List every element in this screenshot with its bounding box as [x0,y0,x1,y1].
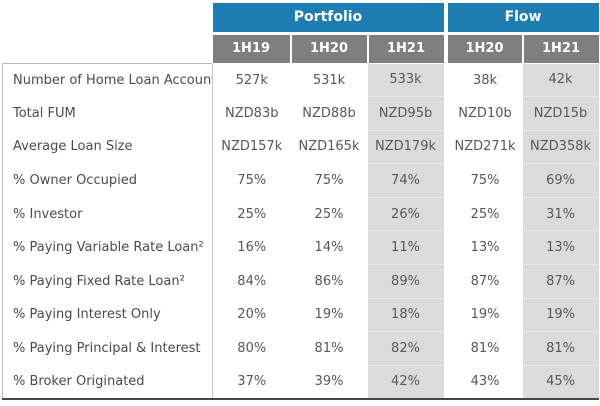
group-gap [443,331,448,366]
cell-portfolio-1h20: 75% [290,163,368,198]
corner-blank [2,33,213,63]
cell-portfolio-1h19: NZD157k [212,130,291,164]
cell-portfolio-1h21: 18% [367,297,444,332]
cell-portfolio-1h19: 75% [212,163,291,198]
column-header-flow-1h20: 1H20 [447,33,524,64]
cell-flow-1h21: 69% [522,163,599,198]
table-row: % Broker Originated 37% 39% 42% 43% 45% [2,364,599,400]
cell-flow-1h20: NZD271k [447,130,523,164]
cell-flow-1h21: 87% [522,264,599,299]
cell-portfolio-1h20: 531k [290,63,368,97]
column-header-portfolio-1h21: 1H21 [367,33,444,64]
cell-portfolio-1h21: NZD179k [367,129,444,164]
table-row: % Paying Interest Only 20% 19% 18% 19% 1… [2,297,599,332]
cell-portfolio-1h21: 42% [367,364,444,400]
cell-flow-1h21: 13% [522,230,599,265]
group-header-row: Portfolio Flow [2,3,599,35]
table-row: % Investor 25% 25% 26% 25% 31% [2,196,599,231]
cell-portfolio-1h20: 25% [290,197,368,231]
cell-flow-1h20: 13% [447,230,523,265]
cell-flow-1h20: 81% [447,331,523,366]
cell-flow-1h21: 45% [522,364,599,400]
row-label: % Owner Occupied [2,163,213,198]
cell-flow-1h21: 31% [522,196,599,231]
cell-portfolio-1h21: NZD95b [367,96,444,131]
cell-portfolio-1h20: 81% [290,331,368,366]
cell-portfolio-1h20: 14% [290,230,368,265]
table-row: % Paying Variable Rate Loan² 16% 14% 11%… [2,230,599,265]
cell-portfolio-1h19: 80% [212,331,291,366]
group-gap [443,230,448,265]
group-gap [443,130,448,164]
cell-portfolio-1h19: 527k [212,63,291,97]
row-label: % Paying Principal & Interest [2,331,213,366]
group-header-flow: Flow [447,3,599,35]
group-gap [443,264,448,299]
group-gap [443,96,448,131]
cell-portfolio-1h21: 89% [367,264,444,299]
group-gap [443,197,448,231]
cell-portfolio-1h19: 16% [212,230,291,265]
group-gap [443,163,448,198]
cell-portfolio-1h19: 84% [212,264,291,299]
cell-flow-1h21: NZD15b [522,96,599,131]
cell-portfolio-1h20: 19% [290,298,368,332]
cell-flow-1h21: 19% [522,297,599,332]
table-row: % Paying Principal & Interest 80% 81% 82… [2,331,599,366]
row-label: Number of Home Loan Accounts [2,62,213,97]
group-header-portfolio: Portfolio [212,3,444,35]
cell-portfolio-1h21: 11% [367,230,444,265]
column-header-portfolio-1h19: 1H19 [212,33,292,64]
table-body: Number of Home Loan Accounts 527k 531k 5… [2,62,599,400]
table-row: Number of Home Loan Accounts 527k 531k 5… [2,62,599,97]
column-header-flow-1h21: 1H21 [522,33,599,64]
row-label: Average Loan Size [2,130,213,164]
cell-portfolio-1h20: NZD165k [290,130,368,164]
row-label: % Investor [2,197,213,231]
table-row: Total FUM NZD83b NZD88b NZD95b NZD10b NZ… [2,96,599,131]
table-header: Portfolio Flow 1H19 1H20 1H21 1H20 1H21 [2,3,599,64]
cell-flow-1h20: 75% [447,163,523,198]
group-gap [443,365,448,400]
row-label: % Paying Interest Only [2,298,213,332]
cell-flow-1h20: 25% [447,197,523,231]
column-header-row: 1H19 1H20 1H21 1H20 1H21 [2,33,599,64]
group-gap [443,298,448,332]
cell-portfolio-1h21: 533k [367,63,444,97]
cell-portfolio-1h20: NZD88b [290,96,368,131]
row-label: % Paying Fixed Rate Loan² [2,264,213,299]
cell-flow-1h20: 87% [447,264,523,299]
cell-flow-1h20: 43% [447,365,523,400]
cell-flow-1h21: 42k [522,63,599,97]
row-label: % Paying Variable Rate Loan² [2,230,213,265]
group-gap [443,63,448,97]
cell-portfolio-1h20: 86% [290,264,368,299]
cell-flow-1h20: 38k [447,63,523,97]
group-gap [443,3,448,33]
cell-portfolio-1h21: 74% [367,163,444,198]
column-header-portfolio-1h20: 1H20 [290,33,369,64]
cell-portfolio-1h19: 25% [212,197,291,231]
table-row: % Paying Fixed Rate Loan² 84% 86% 89% 87… [2,264,599,299]
cell-portfolio-1h19: 37% [212,365,291,400]
cell-flow-1h20: NZD10b [447,96,523,131]
table-row: Average Loan Size NZD157k NZD165k NZD179… [2,129,599,164]
row-label: % Broker Originated [2,365,213,400]
cell-portfolio-1h21: 82% [367,331,444,366]
cell-portfolio-1h19: NZD83b [212,96,291,131]
cell-flow-1h21: NZD358k [522,129,599,164]
cell-portfolio-1h20: 39% [290,365,368,400]
group-gap [443,33,448,63]
cell-flow-1h20: 19% [447,298,523,332]
cell-flow-1h21: 81% [522,331,599,366]
table-row: % Owner Occupied 75% 75% 74% 75% 69% [2,163,599,198]
cell-portfolio-1h21: 26% [367,196,444,231]
home-loan-metrics-table: Portfolio Flow 1H19 1H20 1H21 1H20 1H21 … [2,3,599,400]
cell-portfolio-1h19: 20% [212,298,291,332]
corner-blank [2,3,213,33]
row-label: Total FUM [2,96,213,131]
